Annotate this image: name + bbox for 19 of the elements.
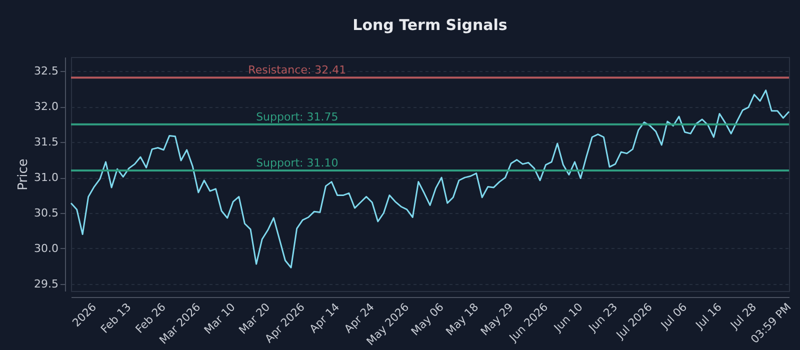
ref-line-label: Support: 31.10 [256,156,338,170]
y-tick-label: 30.5 [34,206,58,220]
x-tick-label: Apr 14 [307,300,342,336]
y-tick-label: 30.0 [34,242,58,255]
x-tick-label: Mar 10 [202,300,238,337]
chart-title: Long Term Signals [352,16,508,34]
ref-line-label: Resistance: 32.41 [248,64,346,77]
x-tick-label: Jul 06 [658,300,690,332]
y-tick-label: 31.5 [34,136,58,149]
ref-line-label: Support: 31.75 [256,110,338,124]
y-tick-label: 31.0 [34,171,58,184]
y-tick-label: 32.5 [34,64,58,78]
x-tick-label: Feb 13 [98,300,134,336]
x-tick-label: Jun 10 [550,300,586,335]
line-series [70,90,790,268]
x-tick-label: Jul 16 [692,300,724,332]
y-axis-title: Price [16,158,32,190]
y-tick-label: 32.0 [34,100,58,114]
y-tick-label: 29.5 [34,277,58,290]
